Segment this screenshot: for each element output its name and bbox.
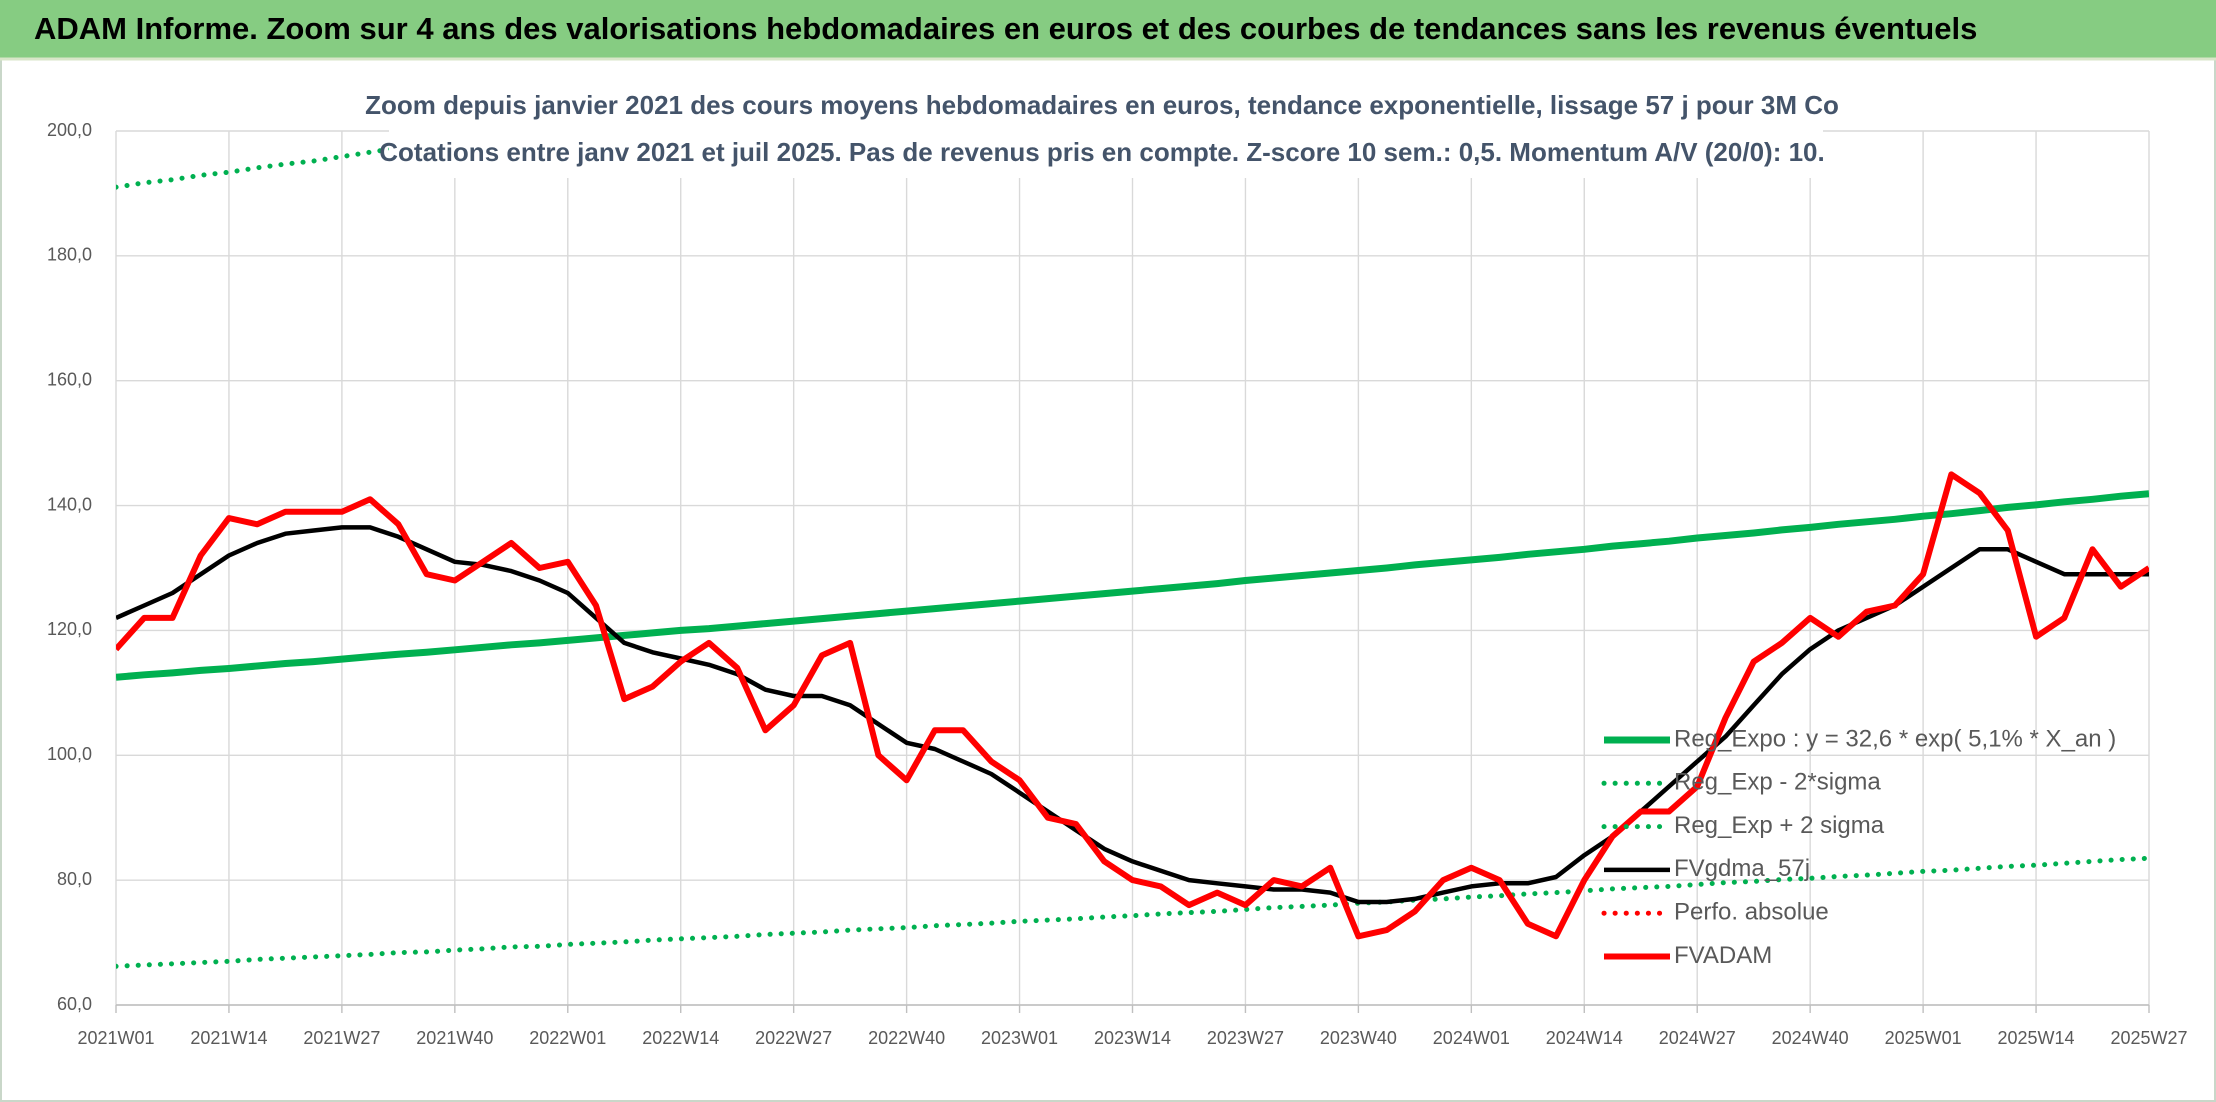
x-tick-label: 2022W01 (529, 1028, 606, 1048)
subtitle: Zoom depuis janvier 2021 des cours moyen… (365, 90, 1839, 120)
series-line (116, 471, 2149, 940)
x-tick-label: 2021W27 (303, 1028, 380, 1048)
legend-label: Perfo. absolue (1674, 899, 1829, 926)
y-tick-label: 80,0 (57, 869, 92, 889)
x-tick-label: 2022W14 (642, 1028, 719, 1048)
subtitle-box (389, 86, 1823, 178)
title-bar (0, 0, 2216, 59)
y-tick-label: 100,0 (47, 744, 92, 764)
y-tick-label: 120,0 (47, 619, 92, 639)
x-tick-label: 2022W40 (868, 1028, 945, 1048)
x-tick-label: 2024W14 (1546, 1028, 1623, 1048)
x-tick-label: 2024W40 (1772, 1028, 1849, 1048)
x-tick-label: 2023W14 (1094, 1028, 1171, 1048)
x-tick-label: 2023W40 (1320, 1028, 1397, 1048)
legend-label: FVgdma_57j (1674, 855, 1810, 882)
x-tick-label: 2024W27 (1659, 1028, 1736, 1048)
series-line (116, 855, 2149, 969)
x-tick-label: 2023W27 (1207, 1028, 1284, 1048)
y-tick-label: 140,0 (47, 494, 92, 514)
grid: 60,0 80,0 100,0 120,0 140,0 160,0 180,0 200,0 20… (47, 120, 2188, 1048)
legend-label: Reg_Exp + 2 sigma (1674, 812, 1885, 839)
x-tick-label: 2023W01 (981, 1028, 1058, 1048)
chart-title: ADAM Informe. Zoom sur 4 ans des valoris… (34, 11, 1977, 46)
y-tick-label: 60,0 (57, 994, 92, 1014)
y-tick-label: 200,0 (47, 120, 92, 140)
x-tick-label: 2021W40 (416, 1028, 493, 1048)
x-tick-label: 2022W27 (755, 1028, 832, 1048)
subtitle: Cotations entre janv 2021 et juil 2025. … (379, 137, 1824, 167)
x-tick-label: 2025W27 (2110, 1028, 2187, 1048)
legend: Reg_Expo : y = 32,6 * exp( 5,1% * X_an )… (1601, 725, 2116, 969)
x-tick-label: 2025W14 (1998, 1028, 2075, 1048)
series-line (116, 490, 2149, 681)
x-tick-label: 2025W01 (1885, 1028, 1962, 1048)
x-tick-label: 2021W14 (190, 1028, 267, 1048)
legend-label: FVADAM (1674, 942, 1772, 969)
x-tick-label: 2021W01 (77, 1028, 154, 1048)
y-tick-label: 180,0 (47, 245, 92, 265)
y-tick-label: 160,0 (47, 369, 92, 389)
plot-lines (116, 131, 2149, 969)
legend-label: Reg_Expo : y = 32,6 * exp( 5,1% * X_an ) (1674, 725, 2116, 752)
legend-label: Reg_Exp - 2*sigma (1674, 769, 1881, 796)
series-line (116, 525, 2149, 905)
x-tick-label: 2024W01 (1433, 1028, 1510, 1048)
